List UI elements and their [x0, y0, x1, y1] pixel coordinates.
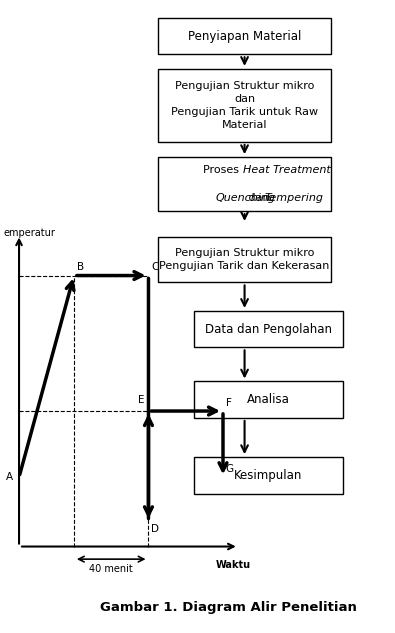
Text: Kesimpulan: Kesimpulan [234, 469, 302, 482]
Bar [194, 311, 342, 348]
Text: Proses: Proses [203, 165, 243, 175]
Text: Analisa: Analisa [246, 393, 290, 406]
Text: C: C [151, 263, 159, 272]
Text: G: G [226, 464, 234, 474]
Bar [158, 69, 331, 142]
Bar [158, 18, 331, 54]
Text: Penyiapan Material: Penyiapan Material [188, 30, 301, 42]
Text: F: F [226, 398, 231, 408]
Bar [158, 237, 331, 282]
Text: emperatur: emperatur [3, 228, 55, 238]
Text: Quenching: Quenching [215, 193, 275, 203]
Bar [194, 457, 342, 494]
Text: Heat Treatment: Heat Treatment [243, 165, 330, 175]
Text: Gambar 1. Diagram Alir Penelitian: Gambar 1. Diagram Alir Penelitian [100, 601, 357, 614]
Text: E: E [138, 395, 145, 404]
Bar [158, 158, 331, 211]
Text: Pengujian Struktur mikro
Pengujian Tarik dan Kekerasan: Pengujian Struktur mikro Pengujian Tarik… [159, 248, 330, 272]
Text: Waktu: Waktu [215, 560, 250, 570]
Text: Tempering: Tempering [265, 193, 324, 203]
Text: Data dan Pengolahan: Data dan Pengolahan [205, 323, 331, 335]
Text: dan: dan [245, 193, 273, 203]
Bar [194, 382, 342, 418]
Text: A: A [6, 472, 13, 482]
Text: D: D [151, 525, 159, 534]
Text: Pengujian Struktur mikro
dan
Pengujian Tarik untuk Raw
Material: Pengujian Struktur mikro dan Pengujian T… [171, 81, 318, 130]
Text: 40 menit: 40 menit [89, 564, 133, 574]
Text: B: B [77, 263, 84, 272]
